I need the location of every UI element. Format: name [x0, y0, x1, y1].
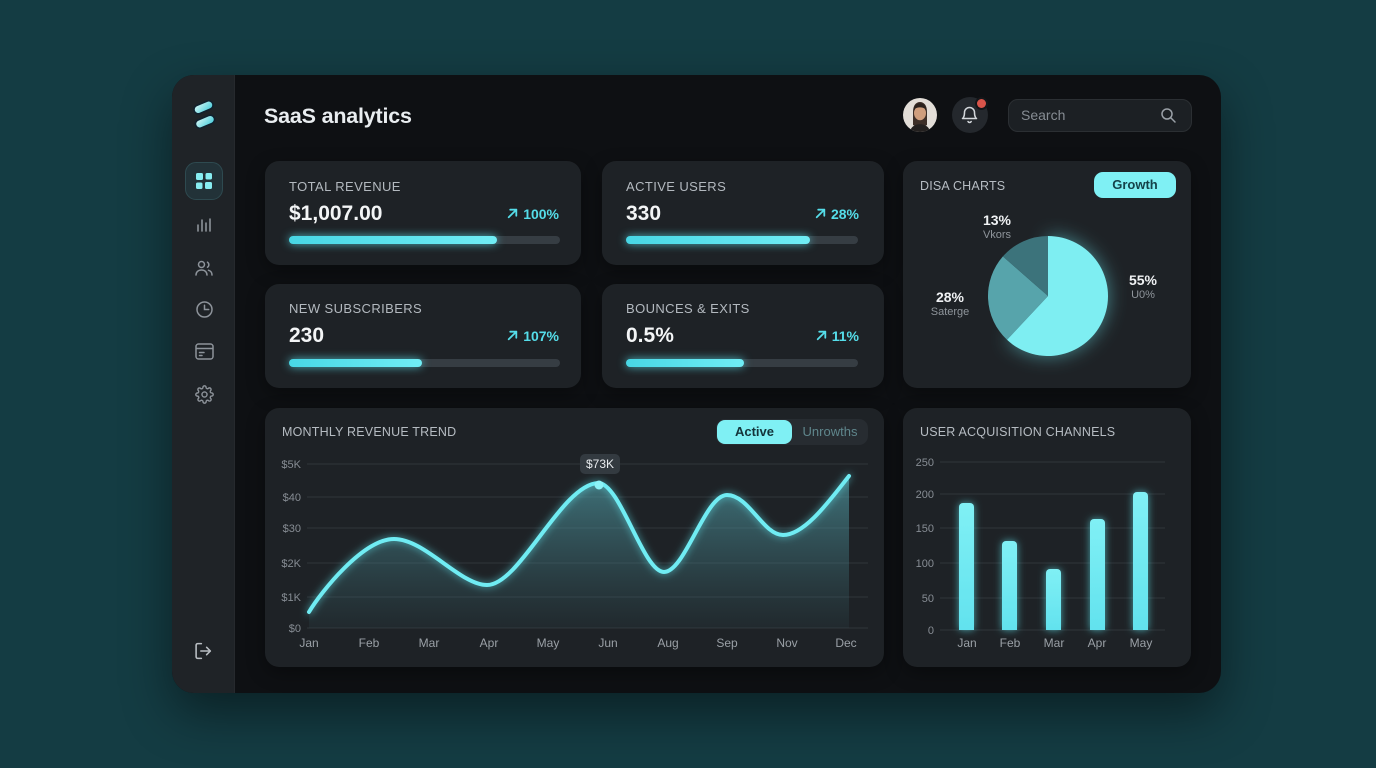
- svg-text:Jun: Jun: [598, 636, 617, 650]
- svg-text:Apr: Apr: [480, 636, 499, 650]
- svg-text:$73K: $73K: [586, 457, 614, 471]
- svg-text:Apr: Apr: [1088, 636, 1107, 650]
- svg-text:May: May: [1130, 636, 1153, 650]
- svg-text:0: 0: [928, 625, 934, 637]
- svg-text:50: 50: [922, 593, 934, 605]
- svg-text:$30: $30: [283, 523, 301, 535]
- svg-text:Sep: Sep: [716, 636, 738, 650]
- svg-text:Feb: Feb: [359, 636, 380, 650]
- svg-text:Nov: Nov: [776, 636, 797, 650]
- svg-text:100: 100: [916, 558, 934, 570]
- svg-text:$0: $0: [289, 623, 301, 635]
- svg-text:Aug: Aug: [657, 636, 678, 650]
- svg-text:250: 250: [916, 457, 934, 469]
- svg-text:Mar: Mar: [1044, 636, 1065, 650]
- svg-text:$40: $40: [283, 492, 301, 504]
- svg-text:Jan: Jan: [957, 636, 976, 650]
- svg-text:$5K: $5K: [281, 459, 301, 471]
- svg-text:150: 150: [916, 523, 934, 535]
- svg-text:May: May: [537, 636, 560, 650]
- svg-text:Feb: Feb: [1000, 636, 1021, 650]
- svg-text:Dec: Dec: [835, 636, 856, 650]
- svg-text:200: 200: [916, 489, 934, 501]
- svg-text:Jan: Jan: [299, 636, 318, 650]
- svg-text:$1K: $1K: [281, 592, 301, 604]
- svg-text:Mar: Mar: [419, 636, 440, 650]
- svg-text:$2K: $2K: [281, 558, 301, 570]
